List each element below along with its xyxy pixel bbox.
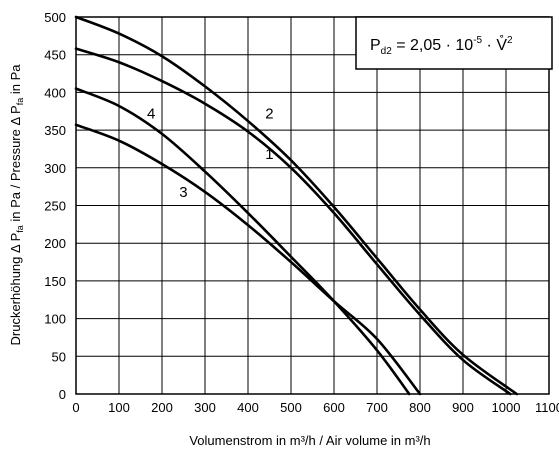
x-tick-label: 600 [323, 400, 345, 415]
plot-frame [75, 16, 550, 395]
curve-labels: 1 2 3 4 [147, 106, 274, 201]
y-tick-label: 450 [44, 48, 66, 63]
x-tick-label: 100 [108, 400, 130, 415]
x-tick-label: 400 [237, 400, 259, 415]
formula-box-frame [355, 16, 553, 70]
formula-rest: = 2,05 · 10 [392, 37, 473, 54]
y-tick-label: 50 [52, 349, 66, 364]
y-axis-label: Druckerhöhung Δ Pfa in Pa / Pressure Δ P… [8, 64, 25, 346]
y-axis-label-sub: fa [15, 98, 25, 106]
y-tick-label: 500 [44, 10, 66, 25]
y-tick-label: 400 [44, 85, 66, 100]
x-tick-label: 900 [452, 400, 474, 415]
y-tick-label: 250 [44, 199, 66, 214]
formula-box: Pd2 = 2,05 · 10-5 · V̊2 [355, 16, 553, 70]
y-tick-label: 0 [59, 387, 66, 402]
y-tick-label: 200 [44, 236, 66, 251]
formula-p: P [370, 37, 381, 54]
curve-1 [74, 47, 512, 396]
y-tick-label: 300 [44, 161, 66, 176]
x-tick-label: 1000 [492, 400, 521, 415]
formula-exp: -5 [473, 35, 482, 46]
x-tick-label: 0 [72, 400, 79, 415]
formula-vdot: V̊ [496, 35, 507, 54]
y-axis-label-part: in Pa [8, 64, 23, 98]
x-tick-label: 700 [366, 400, 388, 415]
y-tick-label: 150 [44, 274, 66, 289]
formula-dot: · [482, 37, 496, 54]
tick-labels: 0100200300400500600700800900100011000501… [44, 10, 559, 415]
curve-3 [74, 123, 422, 396]
y-tick-label: 350 [44, 123, 66, 138]
curve-2 [74, 15, 519, 396]
curves [74, 15, 519, 396]
y-tick-label: 100 [44, 312, 66, 327]
x-axis-label: Volumenstrom in m³/h / Air volume in m³/… [189, 433, 430, 448]
x-tick-label: 500 [280, 400, 302, 415]
formula-sub: d2 [381, 46, 393, 57]
curve-label-2: 2 [265, 106, 273, 123]
curve-label-4: 4 [147, 106, 155, 123]
y-axis-label-part: Druckerhöhung Δ P [8, 233, 23, 346]
y-axis-label-sub: fa [15, 225, 25, 233]
formula-text: Pd2 = 2,05 · 10-5 · V̊2 [370, 35, 513, 57]
x-tick-label: 200 [151, 400, 173, 415]
x-tick-label: 800 [409, 400, 431, 415]
x-tick-label: 300 [194, 400, 216, 415]
formula-sq: 2 [507, 35, 513, 46]
y-axis-label-part: in Pa / Pressure Δ P [8, 105, 23, 225]
curve-4 [74, 87, 411, 396]
curve-label-3: 3 [179, 184, 187, 201]
curve-label-1: 1 [265, 146, 273, 163]
